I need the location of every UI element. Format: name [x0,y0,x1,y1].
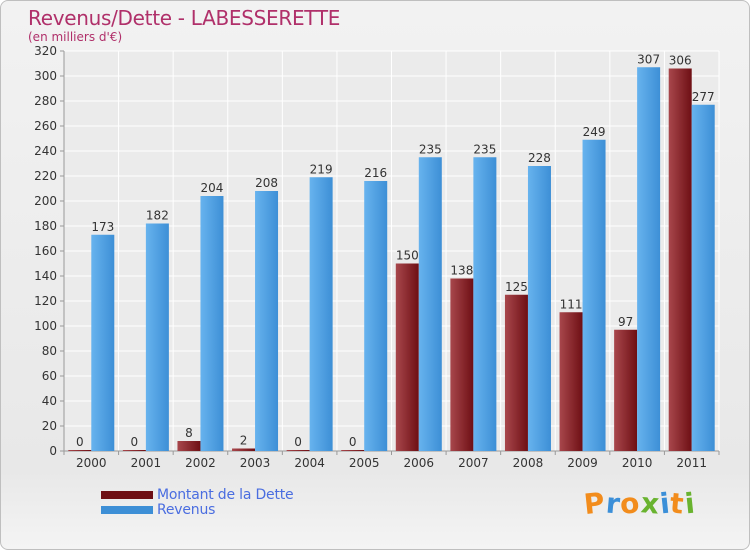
bar-dette [614,329,638,451]
data-label: 249 [583,125,606,139]
x-tick-label: 2003 [240,456,271,470]
data-label: 173 [91,220,114,234]
bar-dette [450,278,474,451]
legend-swatch-dette [101,490,153,499]
y-tick-label: 0 [49,444,57,458]
y-tick-label: 160 [34,244,57,258]
bar-dette [286,450,310,451]
bar-revenus [145,223,169,451]
data-label: 235 [419,142,442,156]
legend-label-dette: Montant de la Dette [157,486,294,503]
y-tick-label: 120 [34,294,57,308]
y-tick-label: 20 [42,419,57,433]
bar-revenus [255,191,279,451]
legend-item-revenus: Revenus [101,501,293,518]
y-tick-label: 300 [34,69,57,83]
bar-revenus [364,181,388,451]
y-tick-label: 100 [34,319,57,333]
x-tick-label: 2004 [294,456,325,470]
x-tick-label: 2000 [76,456,107,470]
data-label: 235 [473,142,496,156]
bar-revenus [91,234,115,451]
legend-label-revenus: Revenus [157,501,216,518]
bar-dette [341,450,365,451]
y-tick-label: 260 [34,119,57,133]
x-tick-label: 2002 [185,456,216,470]
chart-subtitle: (en milliers d'€) [28,30,123,44]
y-tick-label: 140 [34,269,57,283]
data-label: 208 [255,176,278,190]
data-label: 216 [364,166,387,180]
logo-letter: i [682,486,697,521]
y-tick-label: 320 [34,44,57,58]
data-label: 2 [240,434,248,448]
bar-revenus [582,139,606,451]
proxiti-logo: Proxiti [582,485,697,522]
data-label: 0 [294,435,302,449]
bar-dette [559,312,583,451]
data-label: 111 [560,297,583,311]
bar-revenus [691,104,715,451]
data-label: 0 [349,435,357,449]
data-label: 150 [396,249,419,263]
y-tick-label: 280 [34,94,57,108]
x-tick-label: 2007 [458,456,489,470]
data-label: 204 [201,181,224,195]
x-tick-label: 2001 [131,456,162,470]
x-tick-label: 2005 [349,456,380,470]
chart-title: Revenus/Dette - LABESSERETTE [28,6,341,30]
x-tick-label: 2010 [622,456,653,470]
logo-letter: o [618,486,643,521]
y-tick-label: 180 [34,219,57,233]
data-label: 138 [450,264,473,278]
data-label: 228 [528,151,551,165]
x-tick-label: 2009 [567,456,598,470]
bar-revenus [637,67,661,451]
legend-swatch-revenus [101,505,153,514]
y-tick-label: 40 [42,394,57,408]
bar-dette [122,450,146,451]
data-label: 219 [310,162,333,176]
bar-revenus [418,157,442,451]
legend-item-dette: Montant de la Dette [101,486,294,503]
bar-dette [504,294,528,451]
bar-revenus [200,196,224,451]
bar-revenus [527,166,551,451]
data-label: 125 [505,280,528,294]
bar-dette [177,441,201,451]
data-label: 277 [692,90,715,104]
bar-dette [668,68,692,451]
x-tick-label: 2008 [513,456,544,470]
y-tick-label: 60 [42,369,57,383]
bar-dette [395,263,419,451]
data-label: 0 [76,435,84,449]
bar-dette [232,448,256,451]
legend: Montant de la Dette Revenus [101,486,294,518]
y-tick-label: 80 [42,344,57,358]
data-label: 97 [618,315,633,329]
data-label: 182 [146,209,169,223]
y-tick-label: 220 [34,169,57,183]
bar-dette [68,450,92,451]
y-tick-label: 240 [34,144,57,158]
data-label: 8 [185,426,193,440]
x-tick-label: 2011 [676,456,707,470]
data-label: 0 [131,435,139,449]
data-label: 307 [637,52,660,66]
data-label: 306 [669,54,692,68]
x-tick-label: 2006 [404,456,435,470]
bar-revenus [309,177,333,451]
logo-letter: P [582,485,608,522]
bar-revenus [473,157,497,451]
y-tick-label: 200 [34,194,57,208]
